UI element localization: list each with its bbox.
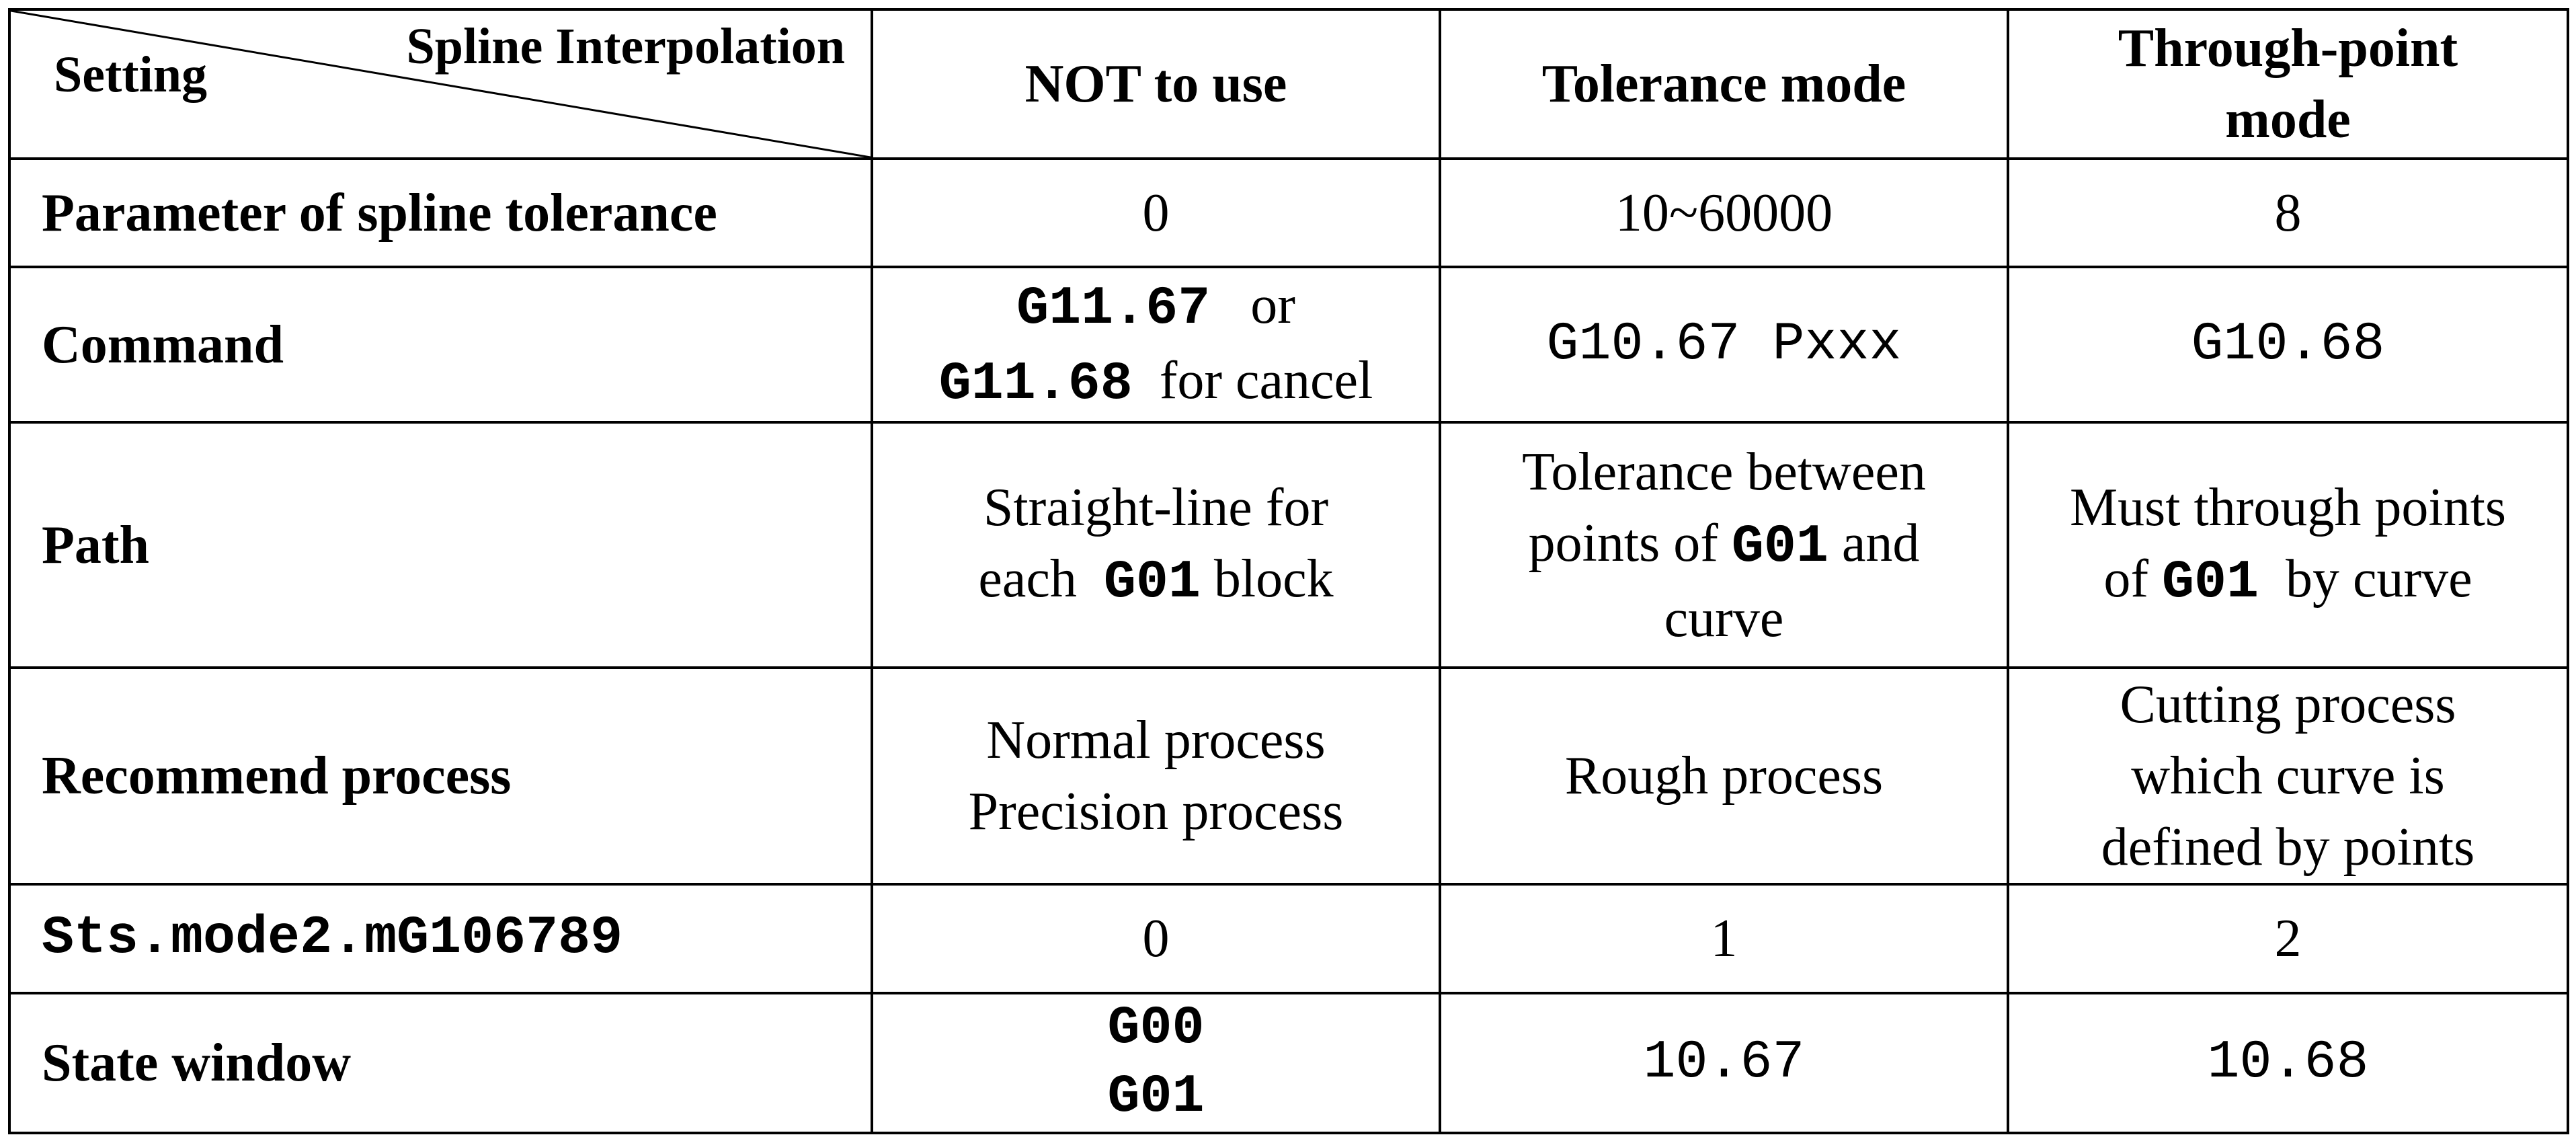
setting-label: Setting	[54, 46, 207, 103]
sts-tolerance-value: 1	[1439, 883, 2009, 994]
by-curve-text: by curve	[2286, 549, 2472, 609]
recommend-not-to-use-cell: Normal process Precision process	[871, 666, 1441, 886]
points-of-text: points of	[1528, 513, 1718, 573]
spline-interpolation-table: Spline Interpolation Setting NOT to use …	[8, 8, 2569, 1134]
code-g01: G01	[1103, 551, 1201, 613]
row-state-window: State window G00 G01 10.67 10.68	[8, 992, 2569, 1134]
diagonal-divider-line	[11, 11, 871, 157]
row-command: Command G11.67 or G11.68 for cancel G10.…	[8, 266, 2569, 424]
state-window-through-point-value: 10.68	[2007, 992, 2569, 1134]
recommend-not-to-use-line2: Precision process	[968, 782, 1344, 841]
path-tolerance-line3: curve	[1664, 588, 1784, 648]
code-g11-68: G11.68	[938, 353, 1133, 415]
row-label-state-window: State window	[8, 992, 873, 1134]
path-not-to-use-line2: each G01 block	[873, 543, 1439, 619]
recommend-through-line1: Cutting process	[2120, 675, 2456, 734]
column-header-through-point-mode: Through-point mode	[2007, 8, 2569, 160]
path-tolerance-line1: Tolerance between	[1522, 442, 1926, 502]
code-g01: G01	[2161, 551, 2259, 613]
sts-through-point-value: 2	[2007, 883, 2569, 994]
row-label-path: Path	[8, 421, 873, 669]
spline-interpolation-label: Spline Interpolation	[406, 18, 845, 75]
through-point-header-line2: mode	[2225, 90, 2351, 149]
row-sts-mode2: Sts.mode2.mG106789 0 1 2	[8, 883, 2569, 994]
path-through-line1: Must through points	[2070, 477, 2506, 537]
recommend-not-to-use-line1: Normal process	[986, 711, 1326, 770]
row-recommend-process: Recommend process Normal process Precisi…	[8, 666, 2569, 886]
for-cancel-text: for cancel	[1159, 350, 1373, 410]
recommend-through-line3: defined by points	[2101, 818, 2475, 877]
command-through-point-code: G10.68	[2007, 266, 2569, 424]
of-text: of	[2103, 549, 2148, 609]
and-text: and	[1841, 513, 1920, 573]
row-path: Path Straight-line for each G01 block To…	[8, 421, 2569, 669]
command-not-to-use-line2: G11.68 for cancel	[873, 345, 1439, 420]
state-g00: G00	[1107, 998, 1205, 1059]
column-header-not-to-use: NOT to use	[871, 8, 1441, 160]
state-window-tolerance-value: 10.67	[1439, 992, 2009, 1134]
parameter-through-point-value: 8	[2007, 157, 2569, 268]
column-header-tolerance-mode: Tolerance mode	[1439, 8, 2009, 160]
recommend-tolerance-value: Rough process	[1439, 666, 2009, 886]
parameter-tolerance-value: 10~60000	[1439, 157, 2009, 268]
path-not-to-use-cell: Straight-line for each G01 block	[871, 421, 1441, 669]
parameter-not-to-use-value: 0	[871, 157, 1441, 268]
path-through-line2: of G01 by curve	[2009, 543, 2567, 619]
sts-not-to-use-value: 0	[871, 883, 1441, 994]
through-point-header-line1: Through-point	[2118, 19, 2458, 78]
block-text: block	[1213, 549, 1334, 609]
code-g11-67: G11.67	[1016, 278, 1211, 340]
code-g01: G01	[1731, 516, 1828, 578]
diagonal-header-cell: Spline Interpolation Setting	[8, 8, 873, 160]
path-through-point-cell: Must through points of G01 by curve	[2007, 421, 2569, 669]
path-tolerance-cell: Tolerance between points of G01 and curv…	[1439, 421, 2009, 669]
row-label-parameter: Parameter of spline tolerance	[8, 157, 873, 268]
command-tolerance-code: G10.67 Pxxx	[1439, 266, 2009, 424]
path-not-to-use-line1: Straight-line for	[983, 477, 1329, 537]
path-tolerance-line2: points of G01 and	[1441, 508, 2007, 583]
row-parameter-of-spline-tolerance: Parameter of spline tolerance 0 10~60000…	[8, 157, 2569, 268]
state-g01: G01	[1107, 1066, 1205, 1128]
row-label-sts: Sts.mode2.mG106789	[8, 883, 873, 994]
or-text: or	[1250, 275, 1295, 335]
row-label-command: Command	[8, 266, 873, 424]
command-not-to-use-cell: G11.67 or G11.68 for cancel	[871, 266, 1441, 424]
header-row: Spline Interpolation Setting NOT to use …	[8, 8, 2569, 160]
state-window-not-to-use-cell: G00 G01	[871, 992, 1441, 1134]
each-text: each	[978, 549, 1077, 609]
recommend-through-point-cell: Cutting process which curve is defined b…	[2007, 666, 2569, 886]
row-label-recommend: Recommend process	[8, 666, 873, 886]
recommend-through-line2: which curve is	[2131, 746, 2445, 806]
command-not-to-use-line1: G11.67 or	[873, 270, 1439, 345]
